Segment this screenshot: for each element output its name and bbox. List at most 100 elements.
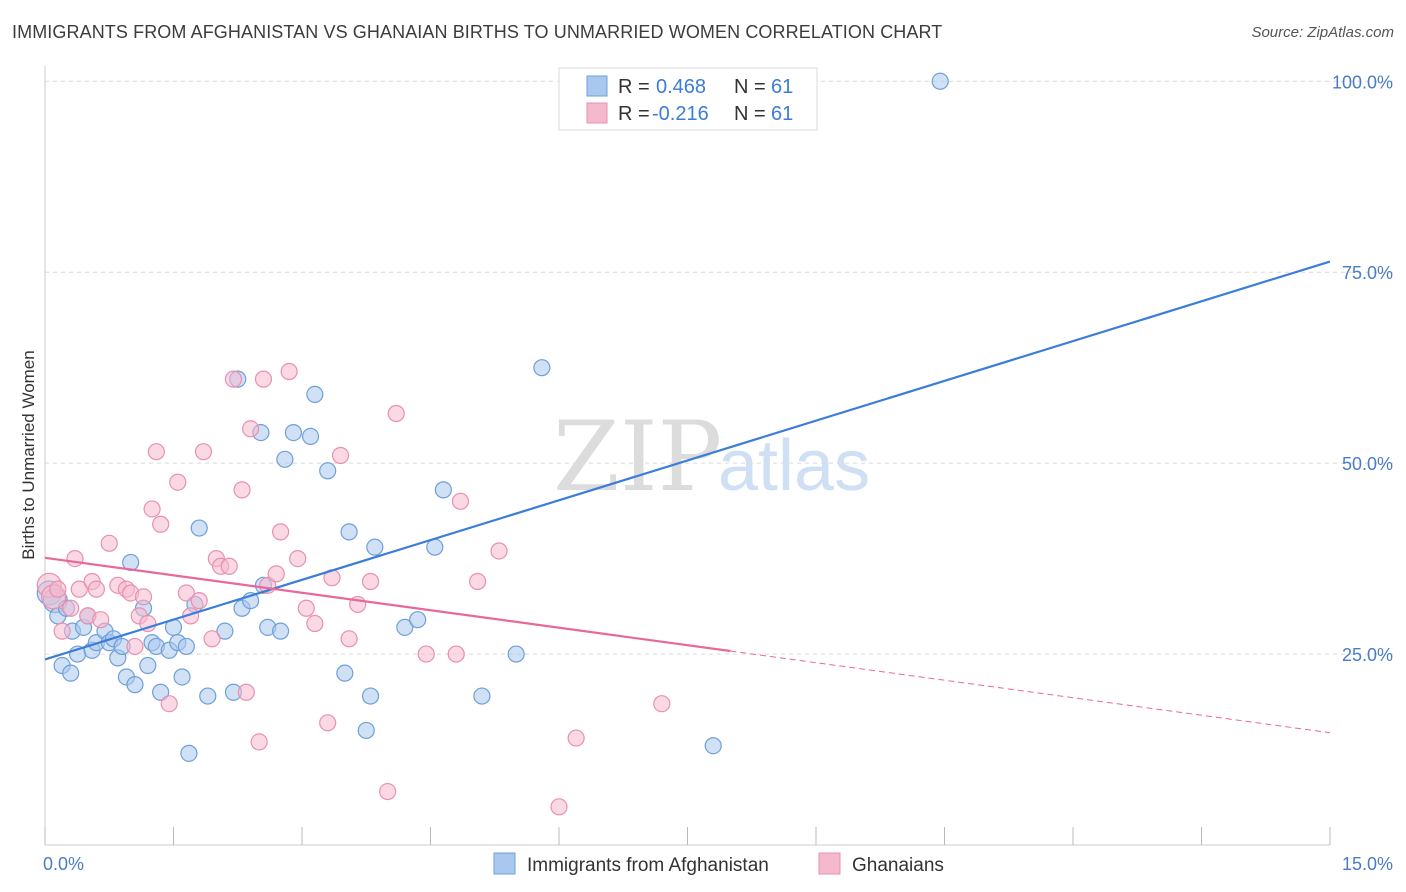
ghanaian-point — [87, 580, 106, 598]
afghanistan-point — [396, 618, 414, 636]
ghanaian-point — [250, 733, 268, 751]
ghanaian-point — [379, 782, 397, 801]
afghanistan-point — [366, 538, 384, 556]
ghanaian-point — [220, 557, 238, 575]
ghanaian-point — [469, 572, 487, 591]
ghanaian-point — [190, 592, 208, 610]
ghanaian-point — [177, 584, 195, 602]
ghanaian-point — [224, 370, 243, 388]
legend-r-value-0: 0.468 — [656, 76, 706, 98]
ghanaian-point — [340, 630, 358, 648]
y-tick-label: 75.0% — [1342, 263, 1393, 283]
afghanistan-point — [434, 481, 452, 499]
afghanistan-point — [177, 637, 195, 656]
ghanaian-point — [387, 404, 405, 423]
afghanistan-trend-line — [44, 260, 1331, 661]
afghanistan-point — [173, 668, 191, 686]
afghanistan-point — [126, 676, 144, 694]
afghanistan-point — [190, 519, 208, 537]
legend-swatch-blue — [586, 75, 608, 97]
afghanistan-point — [216, 622, 234, 640]
afghanistan-point — [62, 664, 80, 682]
ghanaian-point — [271, 523, 290, 541]
ghanaian-point — [319, 714, 337, 732]
ghanaian-point — [160, 695, 178, 713]
afghanistan-point — [276, 450, 294, 468]
ghanaian-point — [331, 446, 350, 465]
afghanistan-point — [409, 611, 427, 629]
ghanaian-point — [100, 534, 118, 552]
ghanaian-point — [233, 481, 251, 499]
chart-source: Source: ZipAtlas.com — [1251, 24, 1394, 41]
ghanaian-point — [653, 695, 671, 713]
afghanistan-point — [473, 687, 491, 705]
ghanaian-trend-line — [44, 556, 731, 653]
ghanaian-point — [237, 683, 255, 701]
ghanaian-point — [203, 630, 221, 648]
ghanaian-point — [297, 599, 315, 617]
series-legend: Immigrants from Afghanistan Ghanaians — [493, 852, 944, 876]
afghanistan-point — [139, 656, 157, 675]
series-legend-label-ghanaians: Ghanaians — [852, 855, 944, 876]
tick-labels: 25.0% 50.0% 75.0% 100.0% 0.0% 15.0% — [43, 72, 1393, 874]
ghanaian-point — [152, 515, 170, 533]
series-legend-swatch-afghanistan — [493, 852, 516, 875]
y-tick-label: 25.0% — [1342, 645, 1393, 665]
legend-swatch-pink — [586, 102, 608, 124]
ghanaian-point — [139, 614, 157, 633]
x-tick-label-min: 0.0% — [43, 854, 84, 874]
ghanaian-trend-line-extrapolated — [730, 650, 1331, 734]
ghanaian-point — [451, 492, 470, 510]
trend-lines — [44, 260, 1331, 734]
y-tick-label: 100.0% — [1332, 72, 1393, 92]
legend-n-label-0: N = — [734, 76, 766, 98]
afghanistan-point — [704, 737, 722, 755]
ghanaian-point — [242, 420, 260, 438]
y-axis-title: Births to Unmarried Women — [19, 350, 38, 559]
ghanaian-point — [49, 580, 67, 598]
ghanaian-point — [53, 622, 71, 640]
data-points — [36, 72, 949, 816]
ghanaian-point — [92, 611, 110, 629]
legend-r-label-0: R = — [618, 76, 650, 98]
ghanaian-point — [254, 370, 273, 388]
ghanaian-point — [194, 443, 213, 461]
ghanaian-point — [143, 500, 161, 518]
x-tick-label-max: 15.0% — [1342, 854, 1393, 874]
ghanaian-point — [361, 572, 380, 591]
grid-lines — [45, 80, 1395, 655]
series-legend-swatch-ghanaians — [818, 852, 841, 875]
watermark-atlas: atlas — [718, 426, 870, 506]
ghanaian-point — [147, 443, 165, 461]
ghanaian-point — [567, 729, 585, 747]
ghanaian-point — [70, 580, 88, 598]
legend-n-label-1: N = — [734, 103, 766, 125]
afghanistan-point — [533, 359, 551, 377]
afghanistan-point — [931, 72, 949, 90]
afghanistan-point — [336, 664, 354, 682]
ghanaian-point — [550, 798, 568, 816]
correlation-legend: R = 0.468 N = 61 R = -0.216 N = 61 — [558, 67, 818, 131]
ghanaian-point — [126, 637, 144, 656]
series-legend-label-afghanistan: Immigrants from Afghanistan — [527, 855, 769, 876]
ghanaian-point — [62, 599, 80, 617]
afghanistan-point — [507, 645, 525, 663]
afghanistan-point — [340, 523, 358, 541]
ghanaian-point — [169, 473, 187, 491]
ghanaian-point — [66, 550, 84, 568]
afghanistan-point — [301, 427, 320, 446]
ghanaian-point — [267, 565, 285, 583]
watermark: ZIP atlas — [553, 401, 870, 513]
ghanaian-point — [289, 550, 307, 568]
chart-title: IMMIGRANTS FROM AFGHANISTAN VS GHANAIAN … — [12, 22, 943, 42]
afghanistan-point — [306, 385, 324, 404]
ghanaian-point — [417, 645, 435, 663]
afghanistan-point — [180, 744, 198, 762]
ghanaian-point — [306, 614, 324, 633]
axes — [44, 66, 1331, 846]
legend-r-label-1: R = — [618, 103, 650, 125]
ghanaian-point — [490, 542, 508, 560]
afghanistan-point — [152, 683, 170, 701]
afghanistan-point — [361, 687, 380, 705]
